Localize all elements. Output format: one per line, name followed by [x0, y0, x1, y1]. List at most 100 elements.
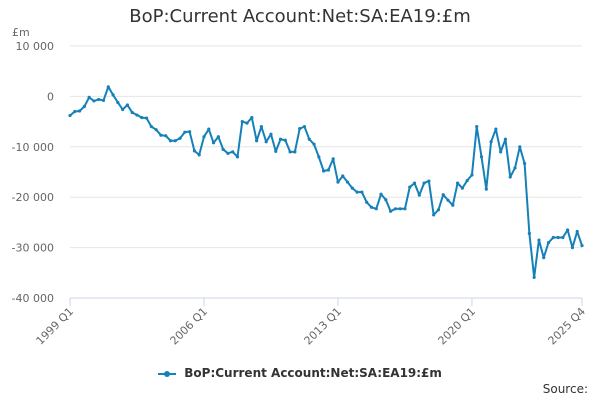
data-point[interactable] — [537, 238, 541, 242]
data-point[interactable] — [455, 181, 460, 185]
data-point[interactable] — [111, 93, 115, 97]
data-point[interactable] — [178, 136, 182, 140]
data-point[interactable] — [240, 120, 244, 124]
data-point[interactable] — [393, 207, 397, 211]
data-point[interactable] — [556, 235, 560, 240]
data-point[interactable] — [211, 141, 216, 145]
data-point[interactable] — [278, 137, 283, 141]
data-point[interactable] — [460, 186, 464, 190]
data-point[interactable] — [149, 125, 153, 129]
data-point[interactable] — [101, 98, 106, 103]
data-point[interactable] — [192, 149, 197, 153]
data-point[interactable] — [527, 231, 531, 236]
data-point[interactable] — [384, 198, 388, 202]
data-point[interactable] — [513, 166, 517, 170]
data-point[interactable] — [532, 275, 536, 279]
data-point[interactable] — [97, 97, 101, 102]
data-point[interactable] — [489, 140, 493, 144]
data-point[interactable] — [298, 127, 302, 131]
data-point[interactable] — [522, 161, 527, 166]
data-point[interactable] — [580, 243, 584, 248]
data-point[interactable] — [350, 186, 354, 190]
data-point[interactable] — [317, 155, 321, 159]
data-point[interactable] — [221, 147, 225, 151]
data-point[interactable] — [398, 207, 402, 211]
data-point[interactable] — [250, 115, 254, 120]
data-point[interactable] — [322, 169, 326, 173]
data-point[interactable] — [293, 150, 297, 154]
data-point[interactable] — [369, 205, 374, 209]
data-point[interactable] — [288, 150, 292, 154]
data-point[interactable] — [355, 190, 359, 194]
data-point[interactable] — [446, 198, 450, 202]
data-point[interactable] — [503, 137, 508, 141]
data-point[interactable] — [130, 110, 134, 115]
data-point[interactable] — [154, 128, 158, 132]
data-point[interactable] — [245, 121, 249, 125]
data-point[interactable] — [312, 142, 316, 146]
data-point[interactable] — [566, 228, 570, 232]
data-point[interactable] — [484, 187, 488, 191]
data-point[interactable] — [159, 133, 163, 137]
data-point[interactable] — [441, 193, 445, 197]
data-point[interactable] — [92, 99, 96, 103]
data-point[interactable] — [106, 85, 110, 89]
data-point[interactable] — [269, 132, 273, 136]
legend[interactable]: BoP:Current Account:Net:SA:EA19:£m — [0, 366, 600, 380]
data-point[interactable] — [274, 149, 278, 153]
data-point[interactable] — [470, 173, 474, 177]
data-point[interactable] — [307, 137, 311, 141]
data-point[interactable] — [465, 178, 469, 183]
data-point[interactable] — [302, 125, 307, 129]
data-point[interactable] — [140, 115, 144, 120]
data-point[interactable] — [326, 168, 330, 172]
data-point[interactable] — [121, 107, 125, 112]
data-point[interactable] — [451, 203, 455, 207]
data-point[interactable] — [231, 150, 235, 154]
data-point[interactable] — [432, 213, 436, 217]
data-point[interactable] — [575, 229, 579, 234]
data-point[interactable] — [561, 235, 565, 240]
data-point[interactable] — [408, 185, 412, 189]
data-point[interactable] — [202, 135, 206, 139]
data-point[interactable] — [197, 153, 201, 157]
data-point[interactable] — [183, 130, 187, 134]
data-point[interactable] — [168, 139, 173, 143]
data-point[interactable] — [360, 190, 364, 194]
data-point[interactable] — [116, 100, 120, 105]
data-point[interactable] — [436, 208, 441, 212]
data-point[interactable] — [216, 135, 220, 139]
data-point[interactable] — [264, 140, 268, 144]
data-point[interactable] — [494, 127, 498, 131]
data-point[interactable] — [173, 139, 177, 143]
data-point[interactable] — [546, 240, 551, 245]
data-point[interactable] — [164, 134, 168, 138]
data-point[interactable] — [135, 113, 139, 117]
data-point[interactable] — [542, 256, 546, 260]
data-point[interactable] — [188, 130, 192, 134]
data-point[interactable] — [235, 155, 240, 159]
data-point[interactable] — [226, 151, 230, 155]
data-point[interactable] — [144, 116, 149, 120]
series-line[interactable] — [69, 85, 583, 279]
data-point[interactable] — [479, 155, 484, 159]
data-point[interactable] — [403, 207, 407, 211]
data-point[interactable] — [475, 125, 479, 129]
data-point[interactable] — [388, 209, 393, 213]
data-point[interactable] — [125, 103, 130, 107]
data-point[interactable] — [417, 193, 421, 197]
data-point[interactable] — [283, 138, 287, 142]
data-point[interactable] — [570, 246, 575, 250]
data-point[interactable] — [427, 179, 431, 183]
data-point[interactable] — [412, 181, 417, 185]
data-point[interactable] — [508, 175, 512, 179]
data-point[interactable] — [345, 180, 350, 184]
data-point[interactable] — [379, 192, 383, 196]
data-point[interactable] — [207, 127, 211, 131]
data-point[interactable] — [77, 109, 82, 113]
data-point[interactable] — [68, 113, 72, 118]
data-point[interactable] — [374, 207, 378, 211]
data-point[interactable] — [331, 157, 335, 161]
data-point[interactable] — [73, 109, 77, 114]
data-point[interactable] — [259, 125, 264, 129]
